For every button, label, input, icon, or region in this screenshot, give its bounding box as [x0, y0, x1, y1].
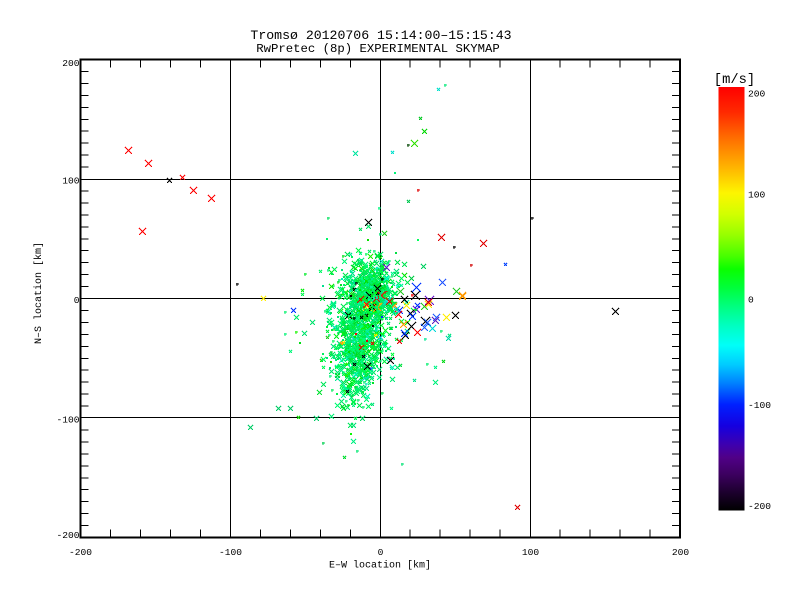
svg-text:0: 0 [748, 295, 754, 306]
svg-text:200: 200 [748, 88, 766, 99]
svg-text:E–W location [km]: E–W location [km] [329, 560, 431, 572]
svg-text:Tromsø 20120706 15:14:00–15:15: Tromsø 20120706 15:14:00–15:15:43 [250, 28, 511, 43]
svg-text:RwPretec (8p) EXPERIMENTAL SKY: RwPretec (8p) EXPERIMENTAL SKYMAP [256, 42, 500, 56]
svg-text:N–S location [km]: N–S location [km] [33, 242, 45, 344]
svg-text:-200: -200 [69, 547, 92, 558]
svg-text:-100: -100 [748, 400, 771, 411]
svg-text:0: 0 [378, 547, 384, 558]
svg-text:100: 100 [748, 189, 766, 200]
svg-text:200: 200 [672, 547, 690, 558]
svg-text:-200: -200 [748, 501, 771, 512]
svg-text:-100: -100 [56, 414, 79, 425]
svg-text:[m/s]: [m/s] [714, 72, 755, 88]
svg-text:100: 100 [62, 175, 80, 186]
svg-text:100: 100 [522, 547, 540, 558]
svg-text:-200: -200 [56, 530, 79, 541]
svg-text:0: 0 [74, 295, 80, 306]
svg-text:200: 200 [62, 58, 80, 69]
svg-text:-100: -100 [219, 547, 242, 558]
